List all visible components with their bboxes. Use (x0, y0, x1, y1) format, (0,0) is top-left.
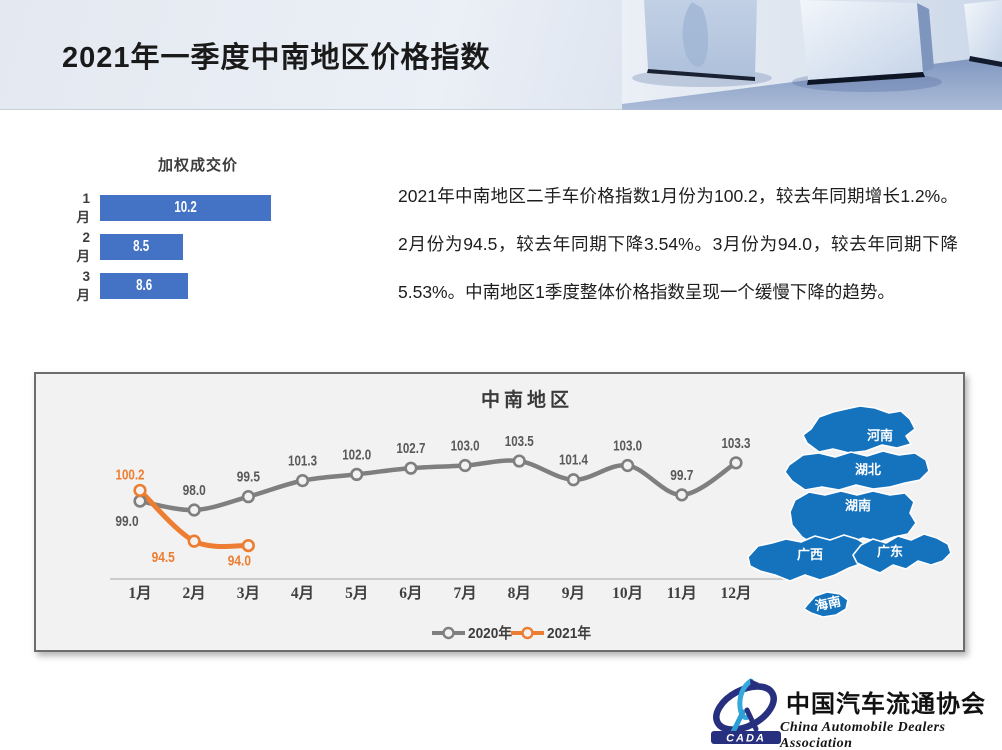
province-guangdong (852, 533, 952, 574)
data-point (133, 483, 147, 498)
bar-value-label: 8.6 (135, 277, 153, 294)
map-label-hunan: 湖南 (845, 498, 871, 513)
line-chart-panel: 中南地区 1月 2月 3月 4月 5月 6月 7月 8月 9月 10月 11月 12月 99.0 98.0 9… (34, 372, 965, 652)
x-tick-label: 3月 (237, 584, 260, 602)
data-label: 102.7 (396, 440, 425, 457)
x-tick-label: 10月 (612, 584, 643, 602)
x-tick-label: 6月 (399, 584, 422, 602)
map-label-hainan: 海南 (814, 593, 843, 613)
data-label: 94.5 (152, 549, 175, 566)
x-tick-label: 2月 (183, 584, 206, 602)
region-map: 河南 湖北 湖南 广西 广东 海南 (747, 405, 952, 618)
header-boxes-image (622, 0, 1002, 110)
data-label: 103.5 (505, 433, 534, 450)
header-banner: 2021年一季度中南地区价格指数 (0, 0, 1002, 110)
edge-box (964, 0, 1002, 67)
data-point (566, 473, 581, 487)
bar-row: 3月 8.6 (73, 269, 188, 303)
cada-acronym: CADA (726, 733, 766, 745)
data-label: 99.7 (670, 467, 693, 484)
data-point (512, 454, 526, 468)
page-title: 2021年一季度中南地区价格指数 (62, 42, 491, 74)
data-point (729, 456, 743, 470)
series-line-2020年 (137, 458, 739, 513)
bar: 10.2 (100, 195, 271, 221)
province-henan (802, 405, 916, 454)
province-hainan (803, 591, 849, 618)
map-label-hubei: 湖北 (855, 462, 881, 477)
legend-label: 2020年 (468, 624, 512, 642)
analysis-paragraph: 2021年中南地区二手车价格指数1月份为100.2，较去年同期增长1.2%。2月… (398, 186, 958, 302)
bar-chart: 加权成交价 1月 10.2 2月 8.5 3月 8.6 (73, 154, 333, 314)
bar-category-label: 1月 (76, 190, 91, 225)
data-point (187, 503, 201, 517)
data-label: 100.2 (116, 466, 145, 483)
bar-category-label: 2月 (76, 229, 91, 264)
bar-chart-title: 加权成交价 (157, 157, 238, 174)
province-hubei (784, 450, 930, 491)
data-label: 102.0 (342, 446, 371, 463)
cada-logo-icon: CADA (711, 678, 781, 745)
data-label: 103.3 (721, 435, 750, 452)
bar-value-label: 10.2 (174, 199, 197, 216)
data-point (133, 494, 147, 508)
data-point (187, 534, 201, 548)
x-tick-label: 1月 (128, 584, 151, 602)
x-tick-label: 5月 (345, 584, 368, 602)
x-tick-label: 7月 (453, 584, 476, 602)
association-name-en: China Automobile Dealers Association (780, 720, 946, 750)
bar-row: 2月 8.5 (73, 230, 183, 264)
data-point (621, 458, 635, 473)
data-label: 103.0 (451, 438, 480, 455)
data-label: 101.4 (559, 452, 589, 469)
association-name-cn: 中国汽车流通协会 (786, 692, 986, 718)
data-point (675, 488, 689, 502)
line-chart: 中南地区 1月 2月 3月 4月 5月 6月 7月 8月 9月 10月 11月 12月 99.0 98.0 9… (110, 388, 786, 642)
data-label: 94.0 (228, 553, 251, 570)
map-label-henan: 河南 (867, 428, 893, 443)
bar: 8.6 (100, 273, 188, 299)
line-chart-title: 中南地区 (481, 388, 573, 411)
data-point (241, 539, 255, 553)
map-box (644, 0, 757, 81)
data-label: 99.0 (115, 513, 138, 530)
map-label-guangxi: 广西 (797, 547, 823, 562)
x-tick-label: 9月 (562, 584, 585, 602)
bar: 8.5 (100, 234, 183, 260)
data-label: 101.3 (288, 453, 317, 470)
legend-label: 2021年 (547, 624, 591, 642)
x-tick-label: 11月 (667, 584, 697, 602)
data-label: 98.0 (183, 482, 206, 499)
data-label: 99.5 (237, 469, 260, 486)
legend-marker (442, 626, 455, 640)
bright-box (800, 0, 934, 85)
x-tick-label: 12月 (720, 584, 751, 602)
bar-row: 1月 10.2 (73, 191, 271, 225)
data-label: 103.0 (613, 438, 642, 455)
data-point (241, 490, 255, 504)
data-point (350, 467, 364, 481)
bar-category-label: 3月 (76, 268, 91, 303)
legend-marker (521, 626, 534, 640)
x-tick-label: 8月 (508, 584, 531, 602)
bar-value-label: 8.5 (133, 238, 150, 255)
data-point (295, 474, 310, 488)
x-tick-label: 4月 (291, 584, 314, 602)
data-point (404, 461, 418, 475)
data-point (458, 458, 472, 473)
map-label-guangdong: 广东 (877, 544, 903, 559)
